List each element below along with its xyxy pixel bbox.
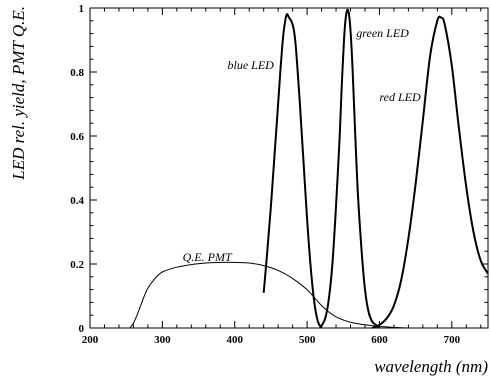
tick-labels: 200 300 400 500 600 700 0 0.2 0.4 0.6 0.8 1 [70,3,460,346]
x-tick-label: 200 [82,334,99,346]
x-axis-title: wavelength (nm) [374,357,488,376]
x-tick-label: 700 [444,334,461,346]
y-axis-title: LED rel. yield, PMT Q.E. [9,6,28,181]
curves [129,8,489,329]
annotation-label: green LED [356,26,409,40]
series-blue-led-line [262,13,323,329]
ticks [89,7,488,329]
x-tick-label: 400 [226,334,243,346]
y-tick-label: 0.6 [70,131,84,143]
annotations: blue LED green LED red LED Q.E. PMT [183,26,421,264]
annotation-label: Q.E. PMT [183,250,233,264]
x-tick-label: 500 [299,334,316,346]
y-tick-label: 0.8 [70,67,84,79]
x-tick-label: 600 [371,334,388,346]
annotation-label: blue LED [227,58,274,72]
series-red-led-line [371,15,489,329]
y-tick-label: 0 [79,323,85,335]
y-tick-label: 0.2 [70,259,84,271]
x-tick-label: 300 [154,334,171,346]
annotation-label: red LED [379,90,421,104]
y-tick-label: 1 [79,3,85,15]
plot-frame [89,7,489,329]
series-q-e-pmt-line [129,261,409,329]
series-green-led-line [319,8,381,329]
y-tick-label: 0.4 [70,195,84,207]
